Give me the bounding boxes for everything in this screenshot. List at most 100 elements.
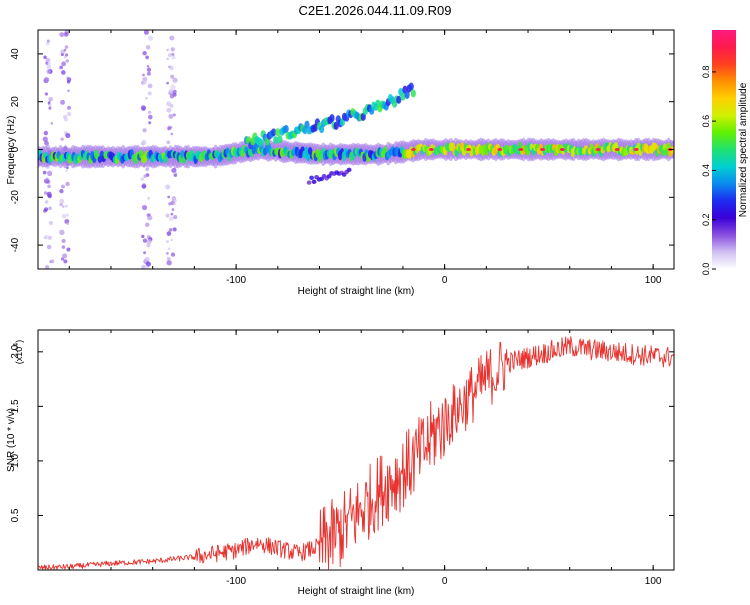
spectrogram-panel: -100 0 100 -40 -20 0 20 40 Height of straight … [6,29,675,297]
noise-speck [43,55,47,59]
noise-speck [44,200,49,204]
noise-speck [61,205,65,208]
noise-speck [47,102,51,105]
noise-speck [60,257,65,261]
noise-speck [45,61,49,65]
noise-speck [67,105,71,110]
hot-spot [540,148,546,151]
noise-speck [145,97,148,100]
noise-speck [63,48,67,52]
noise-speck [43,191,48,195]
noise-speck [48,106,52,110]
y-tick-label: 0.5 [10,508,21,522]
noise-speck [142,128,147,133]
noise-speck [59,65,63,70]
noise-speck [167,126,171,131]
colorbar-tick-label: 0.6 [701,115,711,128]
noise-speck [42,170,47,175]
branch-blob [400,92,406,101]
noise-speck [61,61,66,67]
noise-speck [44,92,49,96]
colorbar-gradient [712,30,736,269]
noise-speck [50,122,54,125]
noise-speck [59,198,65,204]
x-tick-label: 0 [442,275,448,286]
noise-speck [170,238,173,242]
noise-speck [141,184,147,189]
noise-speck [59,229,65,236]
colorbar-tick-label: 0.4 [701,164,711,177]
noise-speck [148,121,152,125]
branch-blob [304,120,310,129]
branch-blob [396,95,402,104]
noise-speck [61,214,67,219]
noise-speck [147,35,154,41]
noise-speck [145,261,151,267]
y-tick-label: 1.0 [10,454,21,468]
branch-blob [404,90,410,99]
y-tick-label: -20 [10,190,21,205]
noise-speck [168,113,174,119]
noise-speck [173,173,178,178]
snr-y-multiplier: (x104) [13,340,24,364]
noise-speck [61,184,65,189]
hot-spot [428,148,434,151]
snr-panel: -100 0 100 0.5 1.0 1.5 2.0 Height of straight… [6,329,675,597]
snr-y-axis-label: SNR (10 * v/v) [6,408,17,472]
noise-speck [48,220,53,226]
noise-speck [170,74,175,79]
noise-speck [48,104,52,108]
noise-speck [63,55,67,59]
noise-speck [63,32,69,37]
noise-speck [171,167,177,173]
snr-y-ticks: 0.5 1.0 1.5 2.0 [10,344,674,522]
branch-blob [283,124,289,133]
noise-speck [166,101,172,107]
noise-speck [47,184,51,189]
noise-speck [165,184,171,190]
noise-speck [169,35,175,41]
noise-speck [170,84,176,90]
branch-blob [306,180,312,185]
hot-spot [410,148,416,151]
noise-speck [67,89,70,93]
y-tick-label: 20 [10,96,21,108]
noise-speck [167,247,171,251]
noise-speck [170,252,176,257]
noise-speck [166,231,172,237]
noise-speck [170,47,175,52]
noise-speck [166,252,169,255]
noise-speck [165,213,170,218]
noise-speck [59,189,64,194]
noise-speck [172,89,177,94]
noise-speck [168,228,173,232]
noise-speck [65,169,68,172]
branch-blob [318,125,325,134]
noise-speck [168,202,172,206]
noise-speck [64,204,68,208]
y-tick-label: 0 [10,146,21,152]
noise-speck [142,80,147,85]
branch-blob [410,89,416,98]
colorbar-ticks: 0.0 0.2 0.4 0.6 0.8 [701,66,716,275]
noise-speck [171,208,175,211]
noise-speck [171,52,175,56]
figure-title: C2E1.2026.044.11.09.R09 [299,3,452,18]
branch-blob [408,82,414,91]
branch-blob [277,135,283,144]
noise-speck [170,212,174,216]
branch-blob [309,175,314,180]
noise-speck [173,202,177,206]
noise-speck [62,253,68,259]
noise-speck [142,238,148,243]
noise-speck [45,57,51,63]
branch-blob [326,174,332,179]
noise-speck [60,137,64,141]
noise-speck [63,259,68,264]
noise-speck [59,32,65,38]
noise-speck [144,256,150,262]
hot-spot [614,148,620,151]
colorbar-label: Normalized spectral amplitude [738,82,749,217]
y-tick-label: 1.5 [10,399,21,413]
